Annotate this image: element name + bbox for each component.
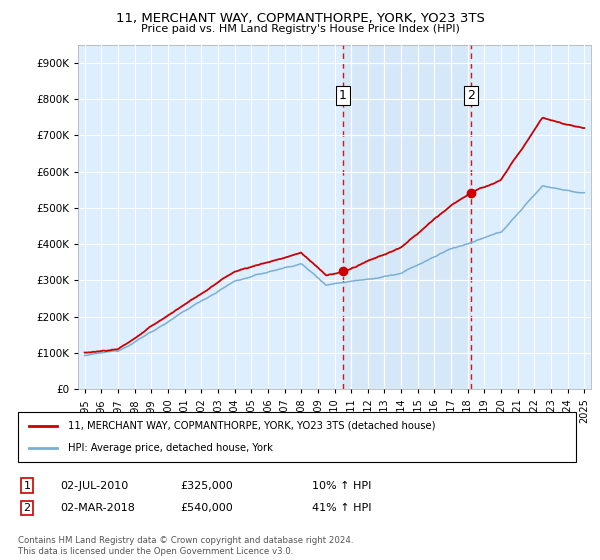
Text: 41% ↑ HPI: 41% ↑ HPI — [312, 503, 371, 513]
Text: Contains HM Land Registry data © Crown copyright and database right 2024.
This d: Contains HM Land Registry data © Crown c… — [18, 536, 353, 556]
Text: 11, MERCHANT WAY, COPMANTHORPE, YORK, YO23 3TS: 11, MERCHANT WAY, COPMANTHORPE, YORK, YO… — [116, 12, 484, 25]
Text: 2: 2 — [467, 89, 475, 102]
Text: £325,000: £325,000 — [180, 480, 233, 491]
Text: 02-MAR-2018: 02-MAR-2018 — [60, 503, 135, 513]
Text: 1: 1 — [23, 480, 31, 491]
Text: 2: 2 — [23, 503, 31, 513]
FancyBboxPatch shape — [18, 412, 576, 462]
Text: Price paid vs. HM Land Registry's House Price Index (HPI): Price paid vs. HM Land Registry's House … — [140, 24, 460, 34]
Text: 10% ↑ HPI: 10% ↑ HPI — [312, 480, 371, 491]
Text: 11, MERCHANT WAY, COPMANTHORPE, YORK, YO23 3TS (detached house): 11, MERCHANT WAY, COPMANTHORPE, YORK, YO… — [68, 421, 436, 431]
Text: 02-JUL-2010: 02-JUL-2010 — [60, 480, 128, 491]
Text: HPI: Average price, detached house, York: HPI: Average price, detached house, York — [68, 443, 273, 453]
Text: 1: 1 — [339, 89, 347, 102]
Text: £540,000: £540,000 — [180, 503, 233, 513]
Bar — [343, 45, 470, 389]
